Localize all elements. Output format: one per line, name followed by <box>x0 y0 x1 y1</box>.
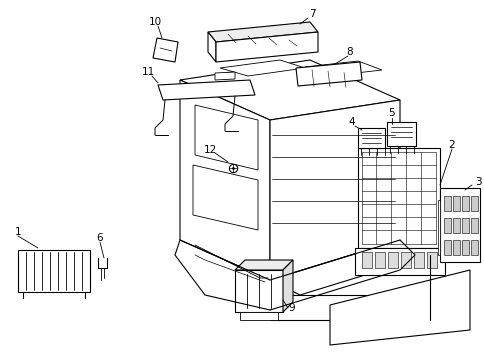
Text: 8: 8 <box>346 47 352 57</box>
Text: 12: 12 <box>203 145 216 155</box>
Polygon shape <box>195 105 257 170</box>
Polygon shape <box>400 252 410 268</box>
Text: 4: 4 <box>348 117 355 127</box>
Polygon shape <box>235 260 292 270</box>
Polygon shape <box>283 260 292 312</box>
Polygon shape <box>461 196 468 211</box>
Polygon shape <box>180 60 399 120</box>
Polygon shape <box>18 250 90 292</box>
Polygon shape <box>470 196 477 211</box>
Polygon shape <box>443 240 450 255</box>
Polygon shape <box>413 252 423 268</box>
Polygon shape <box>208 32 215 62</box>
Text: 5: 5 <box>388 108 394 118</box>
Polygon shape <box>439 188 479 262</box>
Polygon shape <box>220 60 304 76</box>
Text: 7: 7 <box>308 9 315 19</box>
Text: 3: 3 <box>474 177 480 187</box>
Polygon shape <box>152 38 178 62</box>
Polygon shape <box>240 312 277 320</box>
Polygon shape <box>437 200 439 255</box>
Polygon shape <box>443 196 450 211</box>
Polygon shape <box>215 32 318 62</box>
Polygon shape <box>329 270 469 345</box>
Text: 6: 6 <box>96 233 103 243</box>
Polygon shape <box>470 240 477 255</box>
Polygon shape <box>354 248 444 275</box>
Polygon shape <box>452 196 459 211</box>
Polygon shape <box>357 148 439 248</box>
Polygon shape <box>387 252 397 268</box>
Text: 11: 11 <box>141 67 154 77</box>
Polygon shape <box>208 22 318 42</box>
Polygon shape <box>443 218 450 233</box>
Polygon shape <box>214 72 235 80</box>
Polygon shape <box>295 62 361 86</box>
Text: 10: 10 <box>148 17 161 27</box>
Text: 2: 2 <box>448 140 454 150</box>
Polygon shape <box>270 295 429 320</box>
Polygon shape <box>470 218 477 233</box>
Polygon shape <box>361 252 371 268</box>
Polygon shape <box>374 252 384 268</box>
Polygon shape <box>180 80 270 280</box>
Polygon shape <box>193 165 257 230</box>
Text: 9: 9 <box>288 303 295 313</box>
Polygon shape <box>304 61 381 76</box>
Polygon shape <box>270 240 429 295</box>
Polygon shape <box>452 218 459 233</box>
Polygon shape <box>270 100 399 280</box>
Polygon shape <box>452 240 459 255</box>
Polygon shape <box>158 80 255 100</box>
Polygon shape <box>426 252 436 268</box>
Polygon shape <box>357 128 384 148</box>
Text: 1: 1 <box>15 227 21 237</box>
Polygon shape <box>461 218 468 233</box>
Polygon shape <box>235 270 283 312</box>
Polygon shape <box>461 240 468 255</box>
Polygon shape <box>386 122 415 146</box>
